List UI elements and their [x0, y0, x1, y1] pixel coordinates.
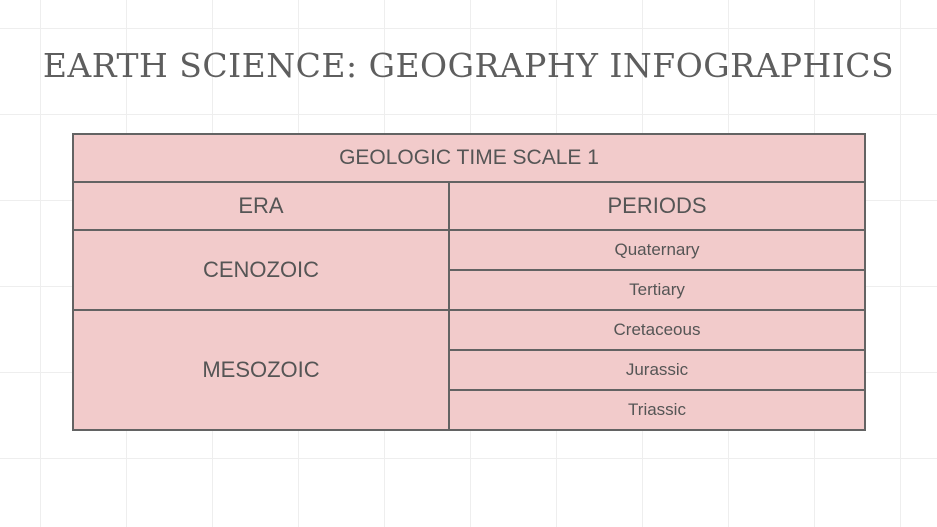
era-cell-cenozoic: CENOZOIC — [72, 229, 450, 311]
geologic-time-table: GEOLOGIC TIME SCALE 1 ERA PERIODS CENOZO… — [71, 133, 867, 431]
table-row: CENOZOIC Quaternary — [72, 229, 867, 311]
periods-header: PERIODS — [447, 181, 867, 231]
table-title-row: GEOLOGIC TIME SCALE 1 — [71, 133, 867, 183]
period-cell: Cretaceous — [447, 309, 867, 351]
table-header-row: ERA PERIODS — [72, 181, 867, 231]
table-row: Jurassic — [73, 349, 867, 391]
table-row: Tertiary — [73, 269, 867, 311]
table-title: GEOLOGIC TIME SCALE 1 — [71, 133, 867, 183]
period-cell: Quaternary — [447, 229, 867, 271]
slide-title: EARTH SCIENCE: GEOGRAPHY INFOGRAPHICS — [42, 46, 895, 85]
period-cell: Jurassic — [447, 349, 867, 391]
period-cell: Triassic — [447, 389, 867, 431]
era-header: ERA — [72, 181, 450, 231]
table-row: MESOZOIC Cretaceous — [72, 309, 867, 431]
table-row: Triassic — [73, 389, 867, 431]
era-cell-mesozoic: MESOZOIC — [72, 309, 450, 431]
period-cell: Tertiary — [447, 269, 867, 311]
